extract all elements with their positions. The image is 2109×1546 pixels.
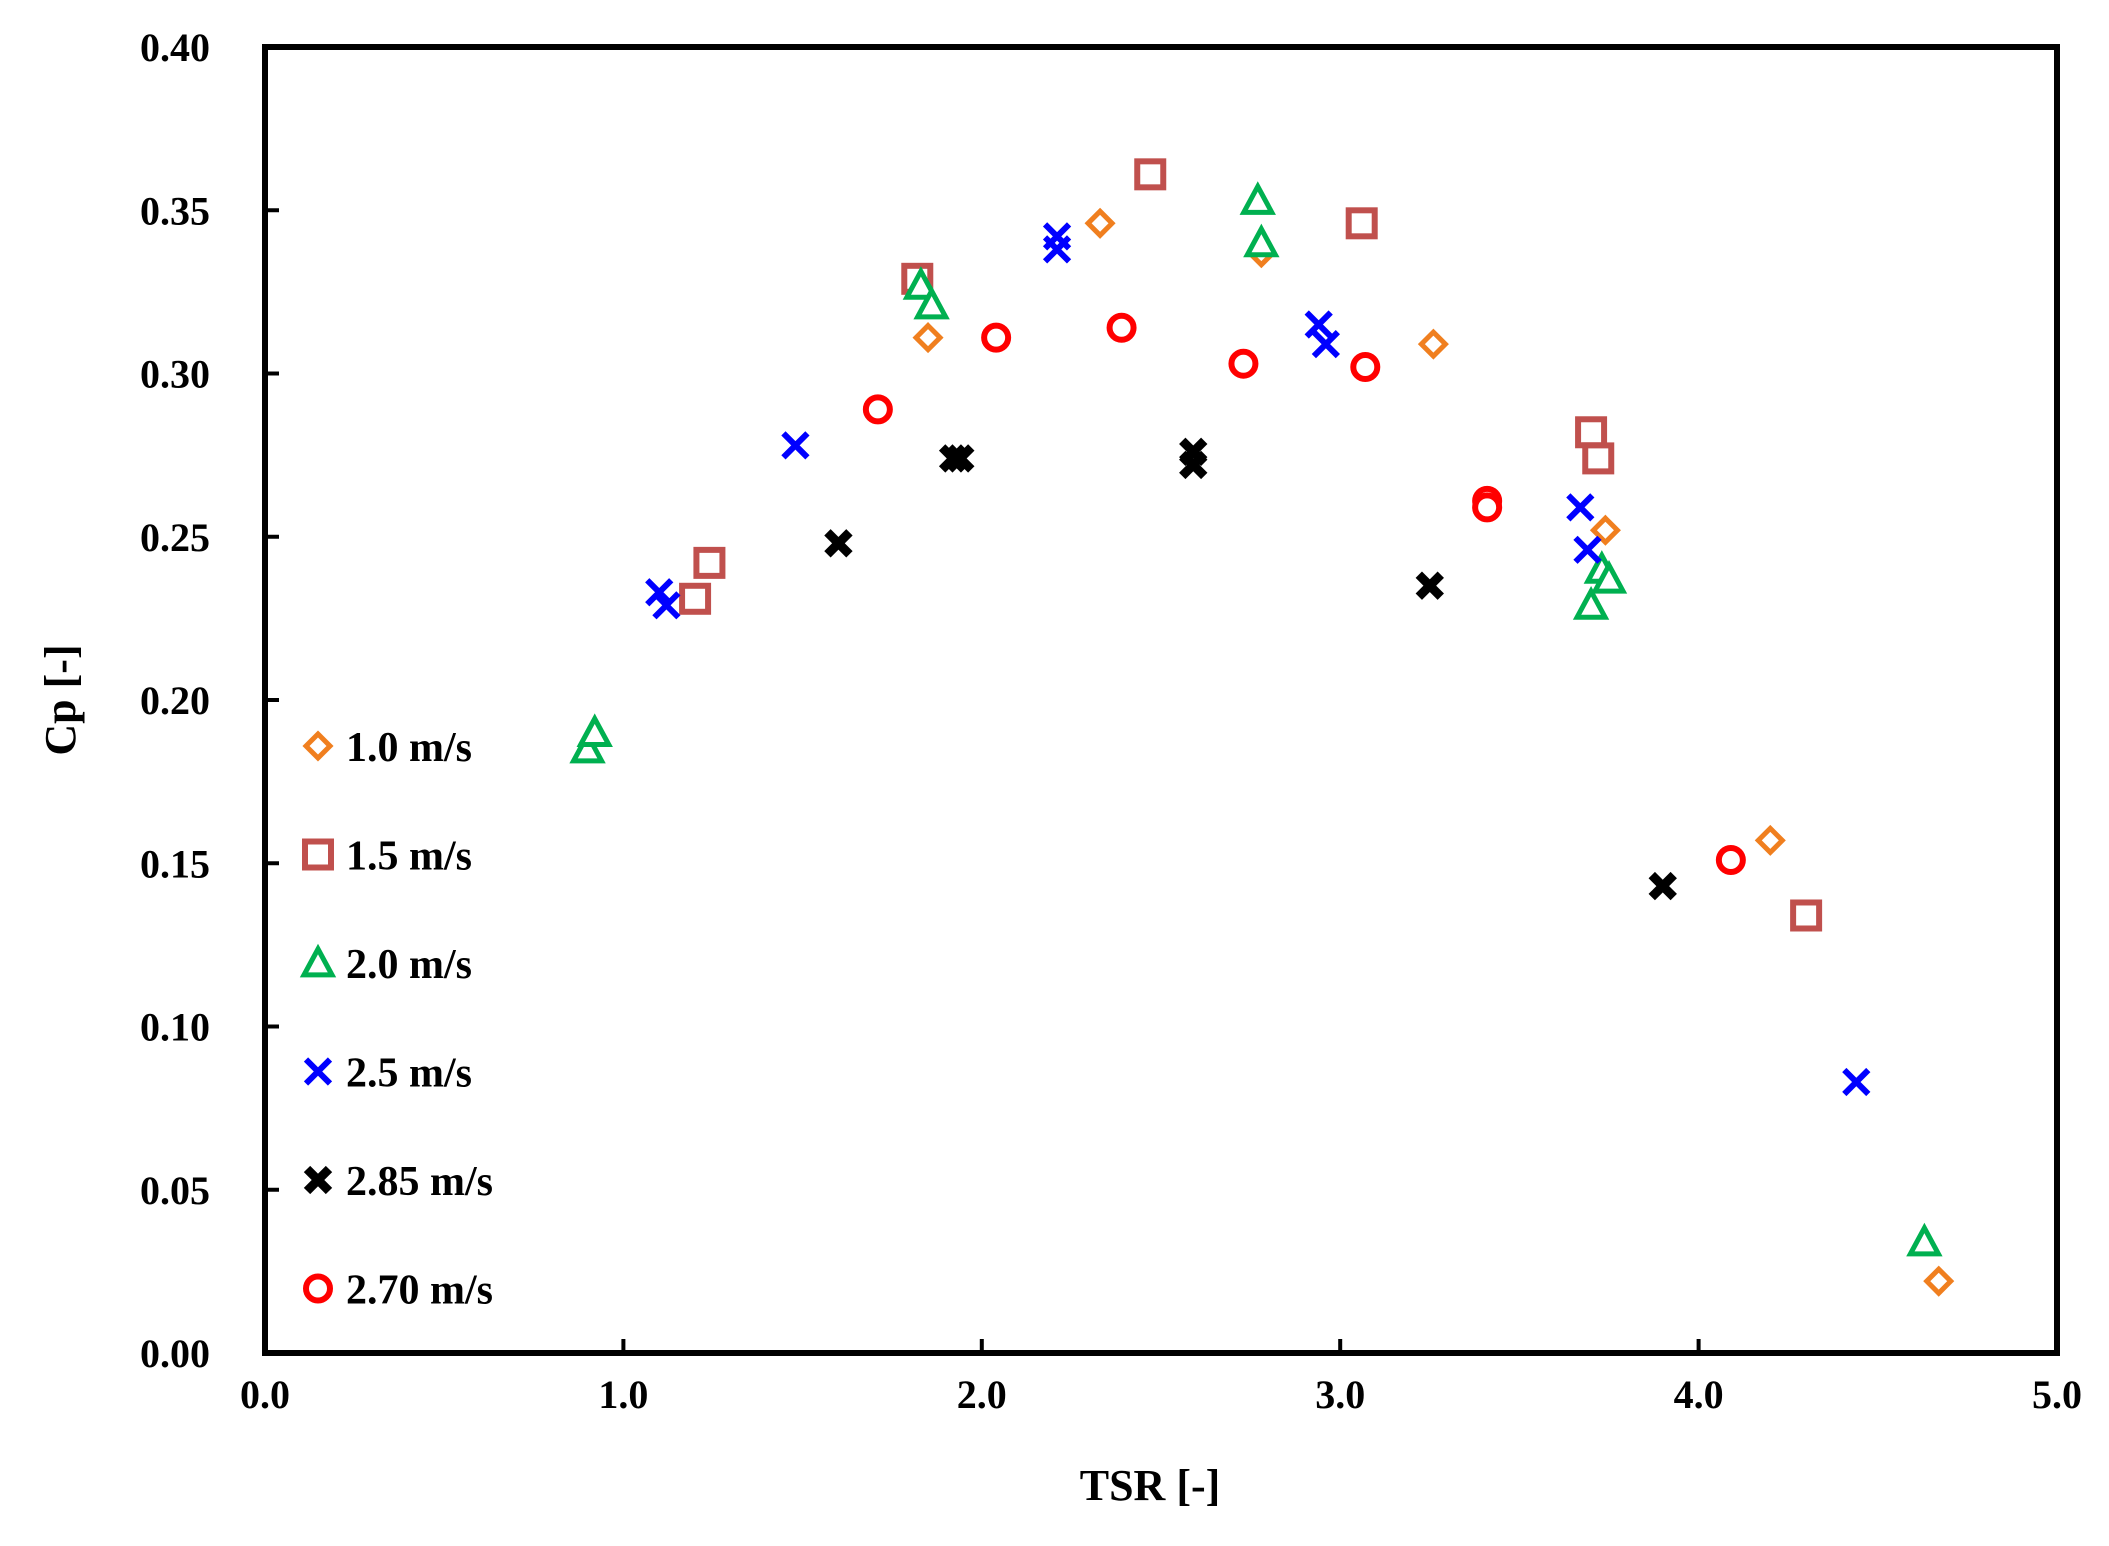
- data-point: [1106, 312, 1137, 343]
- data-point: [1134, 158, 1167, 191]
- legend-marker: [302, 838, 334, 871]
- data-point: [1575, 416, 1608, 449]
- data-point: [1084, 207, 1116, 239]
- x-axis-title: TSR [-]: [1080, 1461, 1221, 1510]
- y-tick-label: 0.05: [140, 1168, 210, 1213]
- legend-marker: [299, 943, 337, 978]
- data-point: [1842, 1067, 1871, 1097]
- series-1.5-m-s: [679, 158, 1823, 932]
- data-point: [1715, 844, 1746, 875]
- data-point: [902, 266, 940, 300]
- data-point: [912, 322, 944, 354]
- legend-label: 1.0 m/s: [346, 725, 472, 771]
- y-axis-ticks: 0.00 0.05 0.10 0.15 0.20 0.25 0.30 0.35 0.40: [140, 25, 279, 1376]
- data-point: [679, 582, 712, 615]
- x-tick-label: 4.0: [1674, 1372, 1724, 1417]
- y-tick-label: 0.10: [140, 1005, 210, 1050]
- y-tick-label: 0.20: [140, 678, 210, 723]
- data-point: [981, 322, 1012, 353]
- data-point: [1572, 586, 1610, 620]
- data-point: [1472, 492, 1503, 523]
- y-tick-label: 0.25: [140, 515, 210, 560]
- data-point: [938, 444, 968, 473]
- y-tick-label: 0.30: [140, 352, 210, 397]
- data-point: [576, 713, 613, 748]
- y-tick-label: 0.15: [140, 841, 210, 886]
- data-point: [1350, 351, 1381, 382]
- y-axis-title: Cp [-]: [36, 644, 85, 755]
- x-tick-label: 1.0: [598, 1372, 648, 1417]
- legend-marker: [303, 1165, 333, 1195]
- data-point: [1345, 207, 1378, 240]
- data-point: [1589, 514, 1621, 546]
- data-point: [569, 729, 606, 764]
- data-point: [1228, 348, 1259, 379]
- data-point: [1311, 329, 1340, 359]
- data-point: [1590, 559, 1628, 594]
- legend: 1.0 m/s 1.5 m/s 2.0 m/s 2.5 m/s 2.85 m/s 2.70…: [299, 725, 493, 1314]
- series-2.0-m-s: [569, 181, 1943, 1257]
- data-point: [1754, 824, 1786, 856]
- data-point: [1923, 1265, 1955, 1297]
- x-tick-label: 2.0: [957, 1372, 1007, 1417]
- legend-marker: [302, 730, 334, 762]
- legend-label: 2.70 m/s: [346, 1268, 493, 1314]
- data-point: [1243, 223, 1280, 258]
- y-tick-label: 0.00: [140, 1331, 210, 1376]
- x-tick-label: 0.0: [240, 1372, 290, 1417]
- data-point: [862, 394, 893, 425]
- data-point: [1906, 1222, 1943, 1257]
- data-point: [1790, 899, 1823, 932]
- data-point: [1179, 450, 1208, 480]
- y-tick-label: 0.40: [140, 25, 210, 70]
- data-point: [781, 431, 810, 460]
- series-2.85-m-s: [824, 437, 1677, 901]
- x-tick-label: 3.0: [1315, 1372, 1365, 1417]
- series-2.5-m-s: [645, 222, 1871, 1097]
- data-point: [1417, 328, 1449, 360]
- data-point: [1648, 871, 1677, 901]
- legend-label: 2.0 m/s: [346, 942, 472, 988]
- x-tick-label: 5.0: [2032, 1372, 2082, 1417]
- legend-label: 2.85 m/s: [346, 1159, 493, 1205]
- legend-label: 1.5 m/s: [346, 834, 472, 880]
- data-point: [1566, 493, 1595, 522]
- data-point: [693, 546, 726, 579]
- data-point: [1582, 442, 1615, 475]
- legend-label: 2.5 m/s: [346, 1051, 472, 1097]
- data-point: [1415, 571, 1444, 600]
- data-point: [652, 591, 681, 620]
- y-tick-label: 0.35: [140, 188, 210, 233]
- data-point: [1304, 310, 1333, 339]
- data-point: [1239, 181, 1276, 215]
- data-point: [824, 529, 853, 558]
- data-point: [1042, 235, 1072, 264]
- x-axis-ticks: 0.0 1.0 2.0 3.0 4.0 5.0: [240, 1339, 2082, 1417]
- data-points: [569, 158, 1955, 1297]
- data-point: [1573, 535, 1602, 564]
- data-point: [913, 285, 950, 320]
- plot-area-frame: [262, 44, 2060, 1356]
- legend-marker: [303, 1057, 333, 1086]
- legend-marker: [303, 1273, 333, 1304]
- data-point: [946, 444, 975, 473]
- series-2.70-m-s: [862, 312, 1746, 875]
